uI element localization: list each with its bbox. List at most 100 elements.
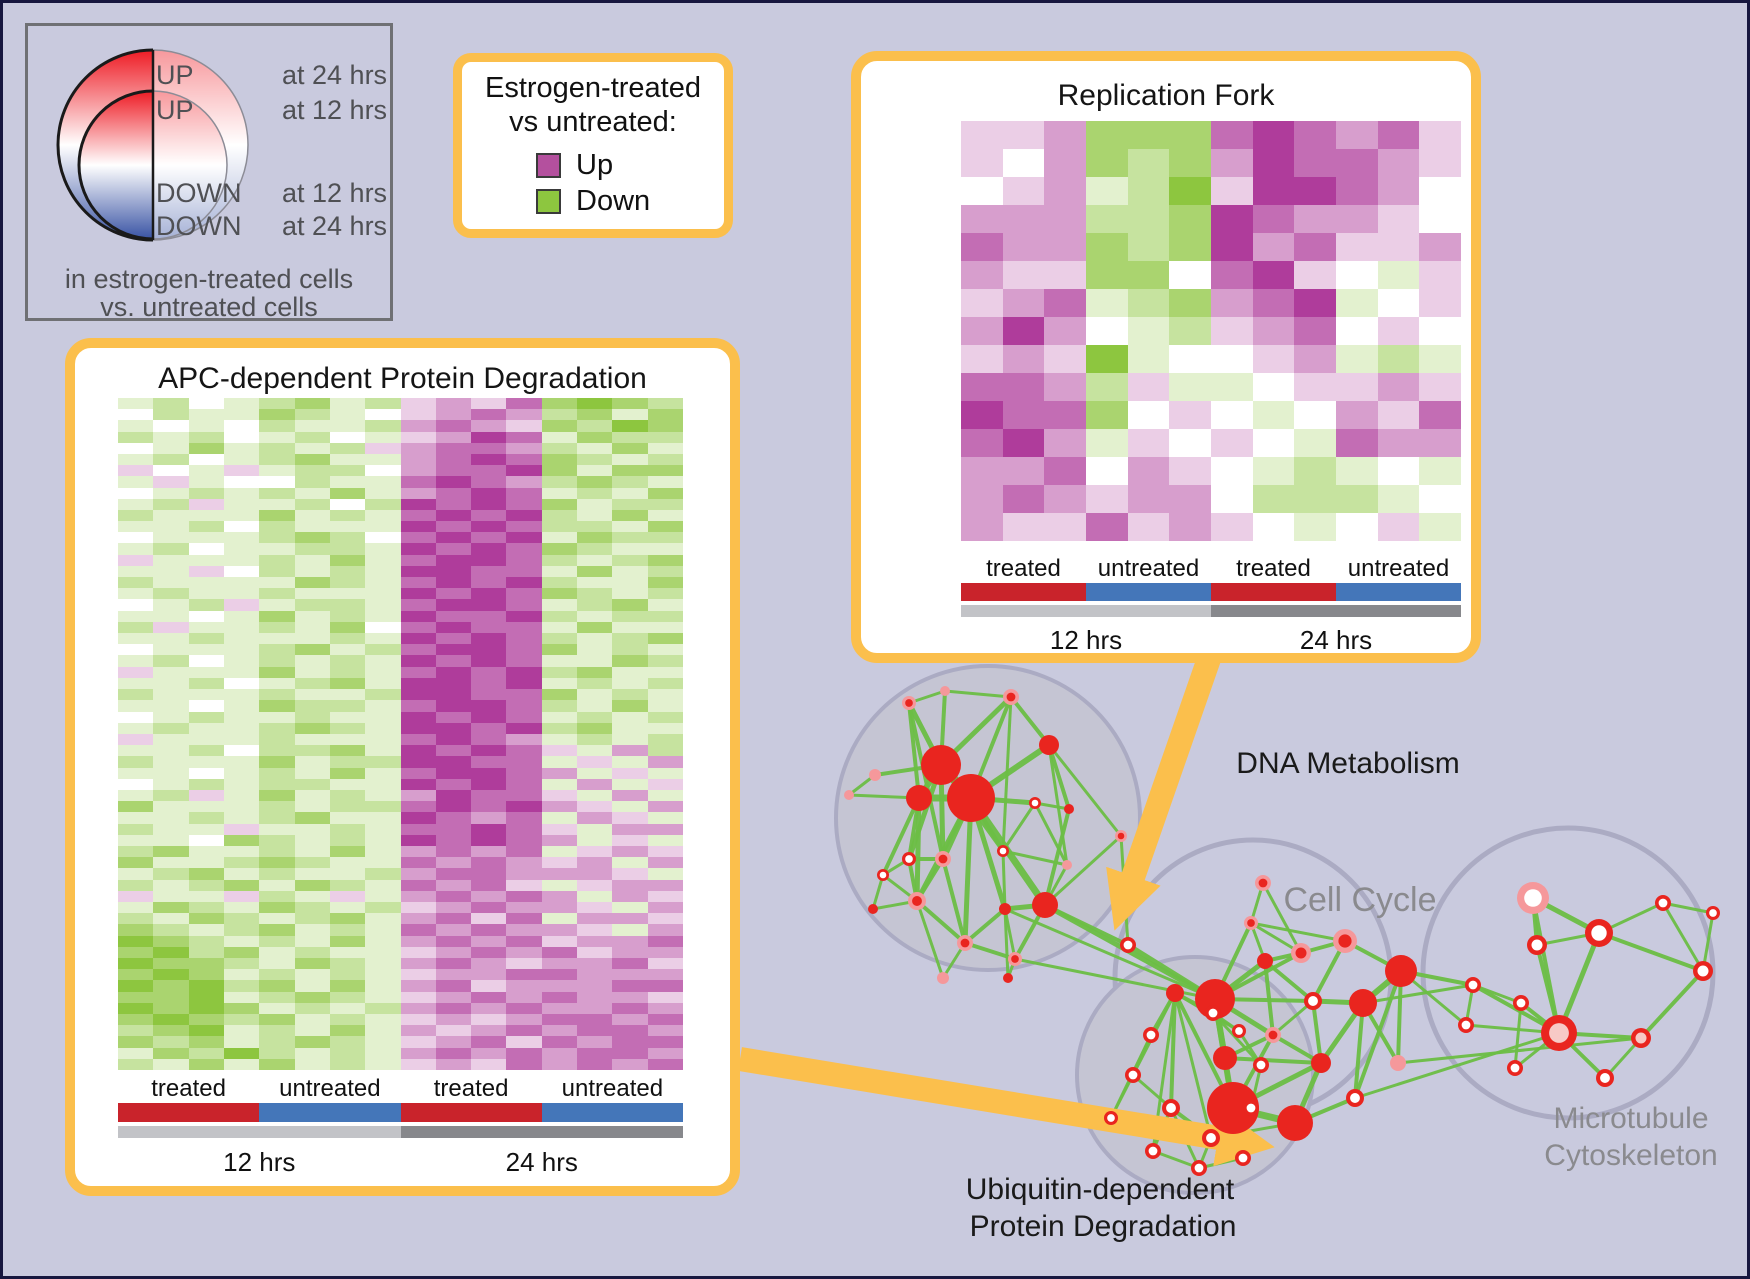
heatmap-cell xyxy=(506,924,542,936)
heatmap-cell xyxy=(1169,429,1211,457)
heatmap-cell xyxy=(577,577,613,589)
heatmap-cell xyxy=(577,879,613,891)
network-node xyxy=(1039,735,1059,755)
heatmap-cell xyxy=(471,442,507,454)
heatmap-cell xyxy=(1086,205,1128,233)
network-node xyxy=(1202,1129,1220,1147)
network-edge xyxy=(1224,1056,1322,1065)
heatmap-cell xyxy=(471,812,507,824)
heatmap-cell xyxy=(223,789,260,802)
heatmap-cell xyxy=(259,521,295,533)
heatmap-cell xyxy=(223,913,260,925)
network-edge xyxy=(939,695,1013,767)
heatmap-cell xyxy=(506,1013,542,1026)
heatmap-cell xyxy=(541,398,578,410)
heatmap-cell xyxy=(365,823,401,835)
network-edge xyxy=(1214,997,1314,1003)
heatmap-cell xyxy=(577,812,613,824)
heatmap-cell xyxy=(471,1013,507,1026)
network-node xyxy=(1596,1069,1614,1087)
heatmap-cell xyxy=(118,924,154,936)
heatmap-cell xyxy=(400,521,436,533)
heatmap-cell xyxy=(188,711,224,723)
network-edge xyxy=(1014,957,1216,1001)
treated-bar xyxy=(1211,583,1336,601)
heatmap-cell xyxy=(1211,485,1253,513)
heatmap-cell xyxy=(471,845,507,858)
heatmap-cell xyxy=(365,599,401,611)
heatmap-cell xyxy=(647,913,683,925)
heatmap-cell xyxy=(153,1025,189,1037)
network-edge xyxy=(968,797,1008,910)
heatmap-cell xyxy=(1086,373,1128,401)
network-edge xyxy=(1044,903,1129,947)
heatmap-cell xyxy=(471,543,507,555)
up-label: Up xyxy=(576,149,614,182)
heatmap-cell xyxy=(1294,317,1336,345)
heatmap-cell xyxy=(259,1013,295,1026)
heatmap-cell xyxy=(259,913,295,925)
network-edge xyxy=(882,873,918,903)
heatmap-cell xyxy=(1377,485,1420,513)
heatmap-cell xyxy=(471,980,507,992)
heatmap-cell xyxy=(400,1036,436,1048)
heatmap-cell xyxy=(294,935,330,947)
heatmap-cell xyxy=(223,689,260,701)
heatmap-cell xyxy=(223,823,260,835)
heatmap-cell xyxy=(1252,121,1295,149)
heatmap-cell xyxy=(294,621,330,634)
heatmap-cell xyxy=(435,487,472,499)
heatmap-cell xyxy=(1294,261,1336,289)
network-edge xyxy=(1353,970,1403,1099)
network-node xyxy=(1064,804,1074,814)
network-node xyxy=(1235,1150,1251,1166)
heatmap-cell xyxy=(471,711,507,723)
network-node xyxy=(1465,977,1481,993)
heatmap-cell xyxy=(541,689,578,701)
heatmap-cell xyxy=(329,465,366,477)
heatmap-cell xyxy=(294,509,330,522)
untreated-bar xyxy=(1086,583,1211,601)
heatmap-cell xyxy=(1169,457,1211,485)
network-node xyxy=(869,769,881,781)
heatmap-cell xyxy=(294,969,330,981)
heatmap-cell xyxy=(153,711,189,723)
heatmap-cell xyxy=(223,420,260,432)
heatmap-cell xyxy=(612,756,648,768)
network-edge xyxy=(1514,1031,1560,1070)
heatmap-cell xyxy=(294,756,330,768)
heatmap-cell xyxy=(365,913,401,925)
heatmap-cell xyxy=(294,420,330,432)
heatmap-cell xyxy=(223,890,260,902)
network-edge xyxy=(1250,921,1346,943)
heatmap-cell xyxy=(153,1013,189,1026)
network-cluster-label: Microtubule xyxy=(1553,1102,1708,1135)
heatmap-cell xyxy=(259,756,295,768)
heatmap-cell xyxy=(118,980,154,992)
heatmap-cell xyxy=(541,465,578,477)
heatmap-cell xyxy=(1044,485,1086,513)
heatmap-cell xyxy=(612,745,648,757)
heatmap-cell xyxy=(1419,233,1461,261)
heatmap-cell xyxy=(506,1047,542,1059)
heatmap-cell xyxy=(577,845,613,858)
network-edge xyxy=(1472,983,1560,1035)
heatmap-cell xyxy=(365,857,401,869)
group-labels-row: treated untreated treated untreated xyxy=(961,555,1461,582)
heatmap-cell xyxy=(329,857,366,869)
heatmap-cell xyxy=(471,689,507,701)
heatmap-cell xyxy=(1294,401,1336,429)
heatmap-cell xyxy=(471,1002,507,1014)
heatmap-cell xyxy=(329,1047,366,1059)
heatmap-cell xyxy=(577,689,613,701)
heatmap-cell xyxy=(223,857,260,869)
heatmap-cell xyxy=(471,588,507,600)
heatmap-cell xyxy=(612,1047,648,1059)
heatmap-cell xyxy=(1127,121,1170,149)
heatmap-cell xyxy=(188,767,224,779)
network-edge xyxy=(1241,1107,1253,1159)
heatmap-cell xyxy=(188,655,224,667)
heatmap-cell xyxy=(612,498,648,510)
heatmap-cell xyxy=(1294,345,1336,373)
heatmap-cell xyxy=(153,946,189,958)
